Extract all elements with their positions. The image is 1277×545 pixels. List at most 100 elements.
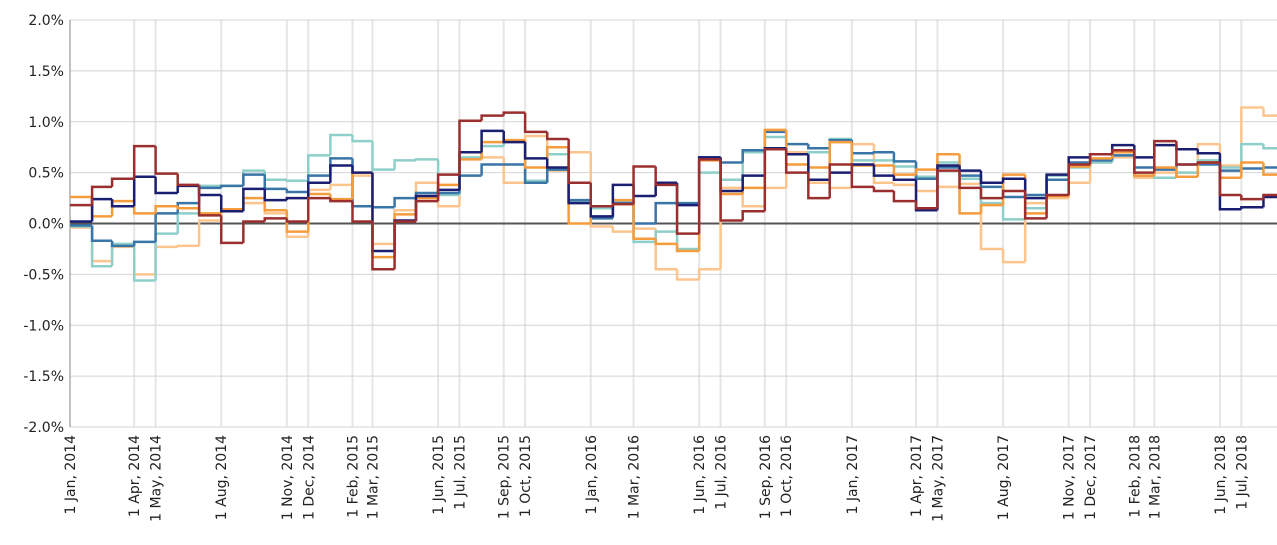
step-segment [371,172,395,253]
step-segment [502,111,526,116]
step-segment [458,158,482,185]
y-tick-label: -1.5% [23,369,64,385]
step-segment [197,208,222,215]
x-tick-label: 1 Oct, 2016 [779,435,795,517]
step-segment [589,203,613,218]
step-segment [436,173,460,202]
step-segment [936,185,960,191]
step-segment [242,173,265,186]
step-segment [1110,156,1135,163]
step-segment [329,133,353,156]
x-tick-label: 1 Jun, 2018 [1213,435,1229,515]
step-segment [872,186,894,193]
step-segment [1133,150,1155,174]
y-tick-label: -0.5% [23,267,64,283]
step-segment [1175,141,1198,166]
step-segment [675,243,700,253]
step-segment [1240,161,1264,178]
step-segment [1045,173,1069,199]
step-segment [285,213,309,238]
step-segment [1153,143,1177,158]
step-segment [1196,142,1220,173]
series [70,133,1277,282]
step-segment [697,159,721,251]
x-tick-label: 1 Jan, 2017 [845,435,861,514]
x-tick-label: 1 Apr, 2014 [127,435,143,517]
step-segment [807,151,830,155]
x-tick-label: 1 May, 2017 [930,435,946,522]
step-segment [480,129,504,153]
step-segment [90,185,113,206]
step-segment [1262,193,1277,200]
step-segment [1240,167,1264,171]
x-tick-label: 1 Aug, 2017 [996,435,1012,520]
y-tick-label: 2.0% [28,13,64,29]
step-segment [611,201,634,219]
step-segment [1196,161,1220,165]
step-segment [176,201,200,214]
step-segment [393,219,416,251]
x-tick-label: 1 Jul, 2016 [714,435,730,510]
x-tick-label: 1 Sep, 2016 [758,435,774,519]
step-segment [850,139,874,162]
step-segment [371,205,395,209]
step-segment [1240,205,1264,210]
step-segment [523,164,548,185]
step-segment [697,156,721,206]
step-segment [154,245,178,275]
series [70,111,1277,271]
step-segment [958,165,981,172]
step-segment [567,151,591,171]
series [70,106,1277,281]
step-segment [807,164,830,169]
step-segment [741,174,765,191]
step-segment [1001,248,1026,264]
step-segment [828,182,852,190]
series [70,128,1277,259]
step-segment [523,142,548,160]
step-segment [307,154,331,181]
step-segment [654,230,678,242]
step-segment [90,225,113,243]
step-segment [414,199,439,222]
step-segment [307,181,331,199]
step-segment [132,246,156,276]
step-segment [242,220,265,243]
step-segment [654,238,678,246]
step-segment [110,177,135,187]
step-segment [632,200,656,241]
series [70,129,1277,253]
x-tick-label: 1 Jan, 2014 [63,435,79,515]
step-segment [611,226,634,233]
step-segment [828,171,852,180]
x-tick-label: 1 Mar, 2015 [365,435,381,519]
step-segment [1262,195,1277,208]
y-tick-label: 0.0% [28,217,64,233]
step-segment [697,158,721,234]
step-segment [1088,153,1113,165]
x-tick-label: 1 Mar, 2018 [1147,435,1163,519]
step-segment [1088,161,1113,168]
x-tick-label: 1 Dec, 2017 [1083,435,1099,520]
step-segment [219,210,244,221]
step-segment [285,196,309,201]
step-segment [1067,163,1091,196]
step-segment [329,183,353,190]
step-segment [523,141,548,183]
step-segment [219,215,244,245]
step-segment [892,182,917,187]
x-tick-label: 1 Jul, 2018 [1234,435,1250,510]
step-segment [480,163,504,176]
step-segment [784,149,809,174]
step-segment [1240,106,1264,166]
step-segment [154,232,178,281]
x-tick-label: 1 Dec, 2014 [301,435,317,520]
x-tick-label: 1 Sep, 2015 [497,435,513,519]
step-segment [892,152,917,163]
y-tick-label: 1.5% [28,64,64,80]
step-segment [502,157,526,185]
step-segment [263,188,287,202]
step-segment [1045,178,1069,196]
step-segment [632,165,656,205]
step-segment [371,141,395,171]
